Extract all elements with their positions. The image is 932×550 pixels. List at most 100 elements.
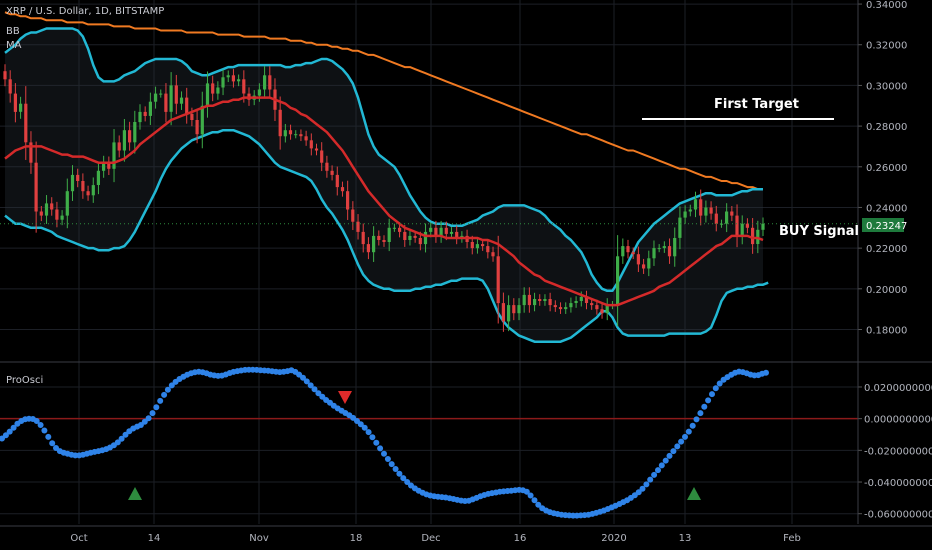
candle-body	[268, 75, 272, 90]
y-tick-label: 0.20000	[866, 285, 907, 296]
candle-body	[558, 307, 563, 310]
oscillator-point	[153, 404, 160, 411]
oscillator-point	[701, 403, 708, 410]
oscillator-point	[666, 452, 673, 459]
candle-body	[107, 162, 111, 169]
candle-body	[330, 170, 334, 175]
oscillator-point	[523, 488, 530, 495]
candle-body	[616, 256, 620, 306]
candle-body	[522, 294, 526, 306]
candle-body	[714, 213, 718, 224]
candle-body	[709, 207, 713, 214]
candle-body	[455, 231, 459, 238]
candle-body	[340, 187, 345, 192]
oscillator-point	[531, 497, 538, 504]
candle-body	[377, 235, 381, 240]
oscillator-point	[149, 410, 156, 417]
oscillator-point	[693, 416, 700, 423]
candle-body	[387, 227, 391, 242]
candle-body	[719, 223, 724, 225]
oscillator-tick-label: -0.0600000000	[864, 510, 932, 521]
candle-body	[24, 103, 28, 143]
candle-body	[195, 120, 199, 135]
candle-body	[242, 79, 246, 94]
oscillator-point	[41, 427, 48, 434]
candle-body	[314, 148, 319, 151]
indicator-bb-label[interactable]: BB	[6, 26, 20, 37]
oscillator-point	[373, 439, 380, 446]
oscillator-point	[33, 418, 40, 424]
candle-body	[636, 254, 640, 265]
x-tick-label: 14	[148, 533, 161, 544]
oscillator-point	[381, 450, 387, 457]
x-tick-label: Dec	[421, 533, 440, 544]
oscillator-point	[37, 422, 44, 428]
candle-body	[86, 191, 90, 196]
candle-body	[740, 223, 744, 236]
candle-body	[283, 130, 287, 137]
oscillator-point	[300, 374, 306, 381]
x-tick-label: Nov	[249, 533, 269, 544]
candle-body	[595, 305, 599, 310]
candle-body	[423, 231, 428, 245]
candle-body	[761, 223, 765, 230]
candle-body	[8, 79, 12, 94]
oscillator-point	[639, 485, 646, 492]
oscillator-point	[685, 428, 692, 435]
x-tick-label: Oct	[70, 533, 87, 544]
candle-body	[626, 246, 630, 253]
buy-signal-label: BUY Signal	[779, 224, 859, 239]
oscillator-point	[658, 462, 665, 469]
current-price-tag	[862, 218, 904, 232]
candle-body	[154, 93, 158, 102]
candle-body	[507, 305, 511, 322]
chart-title: XRP / U.S. Dollar, 1D, BITSTAMP	[6, 6, 164, 17]
oscillator-point	[365, 429, 372, 436]
candle-body	[216, 87, 220, 94]
y-tick-label: 0.28000	[866, 122, 907, 133]
oscillator-point	[388, 461, 395, 468]
candle-body	[335, 174, 339, 188]
oscillator-point	[716, 380, 723, 387]
candle-body	[725, 211, 729, 224]
current-price-label: 0.23247	[866, 221, 907, 232]
oscillator-point	[400, 475, 407, 482]
y-tick-label: 0.30000	[866, 81, 907, 92]
y-tick-label: 0.34000	[866, 0, 907, 11]
candle-body	[138, 111, 142, 123]
y-tick-label: 0.26000	[866, 163, 907, 174]
candle-body	[226, 75, 230, 78]
oscillator-point	[114, 439, 121, 446]
oscillator-tick-label: -0.0200000000	[864, 446, 932, 457]
candle-body	[408, 235, 412, 240]
candle-body	[356, 221, 360, 232]
candle-body	[569, 303, 573, 308]
x-tick-label: 16	[514, 533, 527, 544]
oscillator-point	[763, 369, 769, 376]
candle-body	[642, 264, 646, 269]
candle-body	[3, 71, 7, 80]
candle-body	[34, 162, 38, 212]
candle-body	[667, 246, 672, 257]
candle-body	[309, 140, 313, 149]
candle-body	[548, 299, 552, 306]
candle-body	[605, 305, 609, 314]
candle-body	[76, 174, 80, 181]
candle-body	[288, 130, 293, 135]
oscillator-point	[535, 501, 542, 508]
candle-body	[179, 97, 184, 104]
oscillator-point	[647, 476, 654, 483]
candle-body	[543, 299, 547, 301]
sell-signal-arrow-icon	[338, 391, 352, 404]
candle-body	[486, 246, 490, 253]
candle-body	[429, 227, 433, 232]
indicator-ma-label[interactable]: MA	[6, 40, 22, 51]
candle-body	[517, 305, 521, 314]
oscillator-point	[377, 445, 384, 452]
oscillator-label[interactable]: ProOsci	[6, 375, 43, 386]
candle-body	[527, 294, 531, 306]
y-tick-label: 0.24000	[866, 203, 907, 214]
candle-body	[143, 111, 147, 116]
candle-body	[491, 252, 495, 257]
